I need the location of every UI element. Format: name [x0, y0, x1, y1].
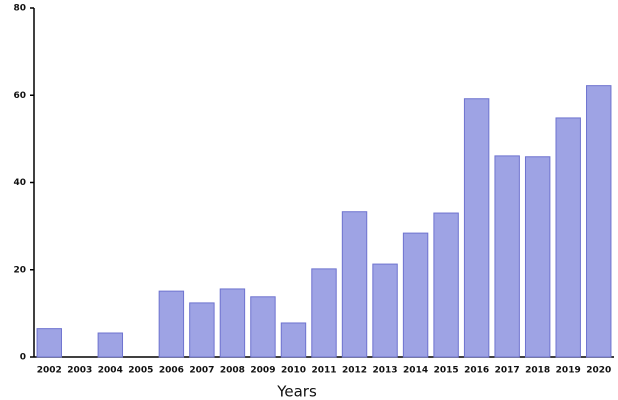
x-tick-label: 2005 — [128, 366, 153, 376]
x-tick-label: 2004 — [98, 366, 123, 376]
y-tick-label: 80 — [13, 4, 26, 14]
bar — [158, 290, 185, 358]
x-tick-label: 2012 — [342, 366, 367, 376]
bar — [372, 263, 398, 358]
x-tick-label: 2019 — [556, 366, 581, 376]
bar — [586, 85, 612, 358]
bar — [97, 332, 124, 358]
x-axis-title: Years — [276, 383, 317, 400]
x-tick-label: 2007 — [189, 366, 214, 376]
bar — [524, 156, 551, 358]
bar — [433, 212, 459, 358]
bar — [494, 155, 520, 358]
y-tick-label: 20 — [13, 265, 26, 275]
x-tick-label: 2003 — [67, 366, 92, 376]
bar — [341, 211, 368, 358]
bar — [311, 268, 337, 358]
x-tick-label: 2014 — [403, 366, 428, 376]
bar — [250, 296, 276, 358]
bar — [555, 117, 581, 358]
bar — [189, 302, 215, 358]
bar — [402, 232, 429, 358]
x-tick-label: 2013 — [373, 366, 398, 376]
x-tick-label: 2020 — [586, 366, 611, 376]
x-tick-label: 2016 — [464, 366, 489, 376]
x-tick-label: 2009 — [250, 366, 275, 376]
bar — [219, 288, 246, 358]
y-tick-label: 0 — [20, 353, 26, 363]
x-tick-label: 2015 — [434, 366, 459, 376]
x-tick-label: 2008 — [220, 366, 245, 376]
x-tick-label: 2006 — [159, 366, 184, 376]
bar — [36, 328, 62, 358]
x-tick-label: 2017 — [495, 366, 520, 376]
y-tick-label: 60 — [13, 91, 26, 101]
x-tick-label: 2018 — [525, 366, 550, 376]
bar — [280, 322, 307, 358]
y-tick-label: 40 — [13, 178, 26, 188]
x-tick-label: 2011 — [311, 366, 336, 376]
x-tick-label: 2010 — [281, 366, 306, 376]
x-tick-label: 2002 — [37, 366, 62, 376]
bar — [463, 98, 490, 358]
